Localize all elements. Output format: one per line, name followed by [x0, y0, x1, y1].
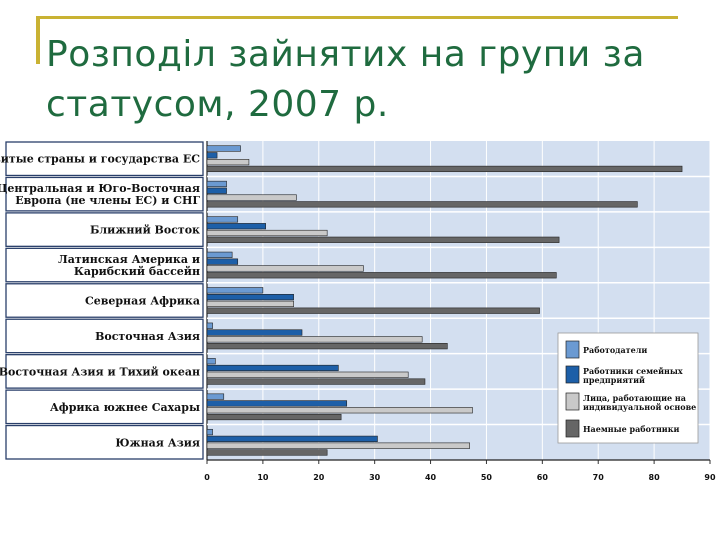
legend-label: Работодатели [583, 345, 647, 355]
category-label: Карибский бассейн [74, 265, 200, 278]
category-label: Развитые страны и государства ЕС [0, 153, 200, 166]
legend-label: Наемные работники [583, 424, 680, 434]
bar-series-2 [206, 364, 339, 372]
legend-label: предприятий [583, 375, 645, 385]
bar-series-1 [206, 287, 264, 294]
bar-series-3 [206, 336, 423, 343]
bar-series-3 [206, 229, 328, 237]
bar-series-4 [206, 413, 342, 421]
category-label: Латинская Америка и [58, 253, 200, 266]
legend: Работодатели Работники семейныхпредприяти… [557, 332, 699, 444]
x-tick-label: 70 [593, 473, 605, 482]
x-tick-label: 40 [425, 473, 437, 482]
bar-series-4 [206, 307, 540, 314]
bar-series-2 [206, 258, 239, 265]
category-label: Ближний Восток [90, 224, 200, 237]
category-label: Европа (не члены ЕС) и СНГ [15, 194, 200, 207]
bar-series-3 [206, 265, 364, 272]
x-tick-label: 60 [537, 473, 549, 482]
bar-series-4 [206, 449, 328, 456]
category-label: Южная Азия [115, 436, 200, 449]
bar-series-1 [206, 393, 225, 400]
x-tick-label: 0 [204, 473, 210, 482]
category-label-box [5, 176, 204, 212]
category-label-panel: Развитые страны и государства ЕС Централь… [0, 141, 204, 460]
bar-series-3 [206, 159, 250, 166]
legend-swatch [565, 419, 580, 438]
category-label-box [5, 389, 204, 425]
x-tick-label: 10 [257, 473, 269, 482]
legend-swatch [565, 340, 580, 359]
bar-series-3 [206, 194, 297, 201]
legend-label: индивидуальной основе [583, 402, 696, 412]
category-label-box [5, 141, 204, 177]
x-tick-label: 20 [313, 473, 325, 482]
category-label-box [5, 247, 204, 283]
category-label-box [5, 283, 204, 318]
x-tick-label: 90 [704, 473, 716, 482]
bar-series-4 [206, 165, 683, 173]
x-tick-label: 30 [369, 473, 381, 482]
category-label-box [5, 212, 204, 247]
category-label-box [5, 424, 204, 460]
bar-series-2 [206, 400, 348, 407]
bar-series-1 [206, 145, 241, 152]
bar-series-4 [206, 236, 560, 243]
legend-label: Лица, работающие на [583, 393, 686, 403]
bar-series-4 [206, 378, 426, 385]
legend-box [557, 332, 699, 444]
title-rule [36, 16, 678, 19]
category-label-box [5, 354, 204, 389]
bar-series-4 [206, 201, 638, 208]
bar-series-1 [206, 251, 233, 258]
bar-series-3 [206, 300, 294, 308]
bar-series-2 [206, 187, 227, 194]
bar-series-2 [206, 223, 266, 230]
bar-series-1 [206, 428, 213, 436]
title-accent-bar [36, 16, 40, 64]
bar-series-3 [206, 407, 473, 414]
legend-swatch [565, 392, 580, 411]
legend-label: Работники семейных [583, 366, 683, 376]
bar-series-2 [206, 329, 303, 336]
legend-swatch [565, 365, 580, 384]
bar-series-4 [206, 272, 557, 279]
x-tick-label: 50 [481, 473, 493, 482]
category-label: Восточная Азия [95, 330, 200, 343]
bar-series-4 [206, 343, 448, 350]
bar-series-2 [206, 152, 218, 159]
bar-series-2 [206, 435, 378, 442]
category-label: Северная Африка [85, 295, 200, 308]
category-label: Центральная и Юго-Восточная [0, 182, 200, 195]
bar-series-3 [206, 442, 470, 449]
slide-title: Розподіл зайнятих на групи за статусом, … [46, 34, 645, 125]
bar-series-3 [206, 371, 409, 378]
category-label-box [5, 318, 204, 354]
category-label: Африка южнее Сахары [50, 401, 200, 414]
bar-series-2 [206, 293, 294, 301]
bar-series-1 [206, 322, 213, 329]
category-label: Юго-Восточная Азия и Тихий океан [0, 365, 200, 378]
bar-series-1 [206, 358, 216, 365]
bar-series-1 [206, 180, 227, 188]
x-tick-label: 80 [649, 473, 661, 482]
bar-series-1 [206, 216, 239, 223]
